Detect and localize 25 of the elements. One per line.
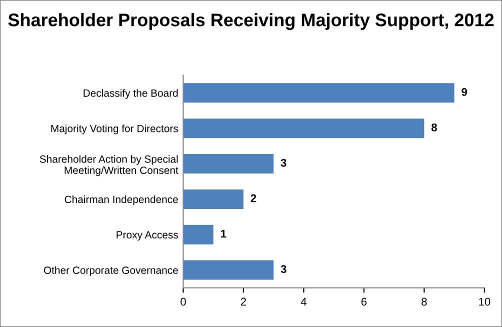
y-tick-label: Declassify the Board [84, 89, 178, 99]
data-label: 3 [280, 265, 286, 274]
x-tick-label: 0 [180, 298, 186, 306]
y-tick-label: Other Corporate Governance [44, 266, 178, 276]
bar [183, 83, 454, 103]
y-tick-label: Proxy Access [116, 231, 178, 241]
bar [183, 154, 274, 174]
x-tick-label: 6 [361, 298, 367, 306]
chart-title: Shareholder Proposals Receiving Majority Support, 2012 [8, 13, 494, 30]
data-label: 9 [462, 88, 468, 96]
data-label: 8 [431, 123, 437, 132]
y-tick-label: Majority Voting for Directors [51, 124, 178, 134]
bar [183, 118, 424, 138]
bar [183, 260, 274, 280]
x-tick-label: 8 [422, 298, 427, 306]
x-tick-label: 4 [300, 298, 306, 306]
bar [183, 224, 214, 244]
y-tick-label: Chairman Independence [64, 195, 178, 206]
data-label: 2 [250, 194, 256, 202]
x-tick-label: 2 [240, 298, 246, 306]
y-tick-label: Shareholder Action by Special Meeting/Written Consent [40, 155, 178, 176]
x-tick-label: 10 [479, 298, 490, 306]
bar [183, 189, 244, 209]
data-label: 1 [220, 230, 226, 238]
data-label: 3 [280, 158, 286, 167]
